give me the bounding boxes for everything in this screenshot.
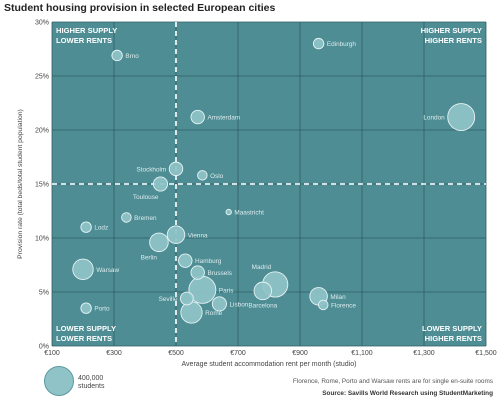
bubble-warsaw [72, 258, 94, 281]
point-label-rome: Rome [205, 310, 222, 317]
bubble-seville [179, 291, 194, 306]
quadrant-label-bottom-left: LOWER SUPPLY [56, 324, 116, 333]
bubble-florence [318, 299, 329, 311]
quadrant-label-top-left: LOWER RENTS [56, 36, 112, 45]
point-label-paris: Paris [219, 287, 234, 294]
y-tick-label: 30% [35, 20, 49, 27]
point-label-florence: Florence [331, 302, 356, 309]
x-tick-label: €1,500 [475, 350, 497, 357]
y-tick-label: 5% [39, 290, 49, 297]
quadrant-label-bottom-left: LOWER RENTS [56, 334, 112, 343]
point-label-toulouse: Toulouse [133, 194, 159, 201]
x-tick-label: €1,300 [413, 350, 435, 357]
y-tick-label: 15% [35, 182, 49, 189]
point-label-seville: Seville [159, 296, 178, 303]
point-label-maastricht: Maastricht [234, 210, 264, 217]
bubble-vienna [166, 225, 186, 245]
point-label-bremen: Bremen [134, 215, 157, 222]
legend-bubble [44, 366, 74, 396]
y-tick-label: 0% [39, 344, 49, 351]
footnote: Florence, Rome, Porto and Warsaw rents a… [292, 378, 493, 385]
bubble-amsterdam [190, 109, 205, 125]
bubble-barcelona [253, 281, 273, 301]
x-axis-label: Average student accommodation rent per m… [182, 361, 357, 368]
y-tick-label: 20% [35, 128, 49, 135]
bubble-toulouse [152, 176, 169, 192]
bubble-brno [111, 49, 123, 62]
point-label-hamburg: Hamburg [195, 258, 222, 265]
bubble-stockholm [168, 161, 184, 177]
point-label-warsaw: Warsaw [96, 267, 119, 274]
point-label-lisbon: Lisbon [229, 301, 248, 308]
x-tick-label: €500 [168, 350, 184, 357]
point-label-milan: Milan [330, 294, 346, 301]
bubble-brussels [190, 265, 205, 280]
point-label-edinburgh: Edinburgh [327, 41, 357, 48]
chart-title: Student housing provision in selected Eu… [4, 2, 276, 14]
bubble-edinburgh [312, 37, 325, 50]
point-label-lodz: Lodz [94, 225, 108, 232]
point-label-london: London [423, 115, 445, 122]
point-label-vienna: Vienna [188, 232, 208, 239]
x-tick-label: €1,100 [351, 350, 373, 357]
point-label-stockholm: Stockholm [136, 166, 166, 173]
x-tick-label: €300 [106, 350, 122, 357]
point-label-madrid: Madrid [252, 264, 272, 271]
bubble-lisbon [211, 296, 227, 312]
legend-value: 400,000 [78, 375, 104, 382]
quadrant-label-bottom-right: HIGHER RENTS [425, 334, 482, 343]
quadrant-label-top-right: HIGHER SUPPLY [421, 26, 482, 35]
y-tick-label: 10% [35, 236, 49, 243]
bubble-oslo [197, 170, 208, 181]
bubble-rome [180, 301, 203, 324]
bubble-hamburg [178, 253, 193, 268]
x-tick-label: €100 [44, 350, 60, 357]
source-note: Source: Savills World Research using Stu… [322, 390, 493, 397]
point-label-porto: Porto [94, 306, 110, 313]
x-tick-label: €700 [230, 350, 246, 357]
bubble-london [447, 103, 476, 131]
point-label-barcelona: Barcelona [248, 303, 277, 310]
point-label-amsterdam: Amsterdam [207, 115, 240, 122]
legend-unit: students [78, 383, 105, 390]
scatter-chart: €100 €300 €500 €700 €900 €1,100 €1,300 €1,500 0%… [17, 20, 497, 369]
y-tick-label: 25% [35, 74, 49, 81]
bubble-lodz [80, 221, 92, 233]
point-label-brussels: Brussels [207, 270, 232, 277]
point-label-brno: Brno [125, 53, 139, 60]
bubble-maastricht [225, 208, 232, 216]
y-axis-label: Provision rate (total beds/total student… [17, 109, 24, 259]
bubble-berlin [149, 232, 169, 253]
point-label-berlin: Berlin [141, 255, 158, 262]
quadrant-label-top-right: HIGHER RENTS [425, 36, 482, 45]
point-label-oslo: Oslo [210, 173, 224, 180]
quadrant-label-top-left: HIGHER SUPPLY [56, 26, 117, 35]
bubble-porto [80, 302, 92, 314]
quadrant-label-bottom-right: LOWER SUPPLY [422, 324, 482, 333]
bubble-bremen [121, 212, 132, 223]
x-tick-label: €900 [292, 350, 308, 357]
